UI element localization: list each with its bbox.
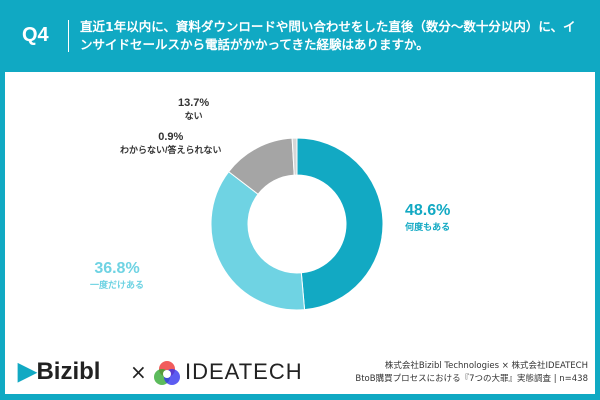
credit: 株式会社Bizibl Technologies × 株式会社IDEATECH B… <box>355 360 588 386</box>
times-sign: × <box>130 360 147 384</box>
slice-label: 何度もある <box>405 222 451 232</box>
label-slice-0: 48.6% 何度もある <box>405 202 450 233</box>
credit-line-2: BtoB購買プロセスにおける『7つの大罪』実態調査 | n=438 <box>355 374 588 384</box>
label-slice-1: 36.8% 一度だけある <box>90 260 144 291</box>
ideatech-logo-text: IDEATECH <box>185 359 303 384</box>
ideatech-logo-icon <box>154 361 180 385</box>
credit-line-1: 株式会社Bizibl Technologies × 株式会社IDEATECH <box>384 361 588 371</box>
chart-panel <box>5 72 595 394</box>
slice-3 <box>291 137 298 176</box>
question-title: 直近1年以内に、資料ダウンロードや問い合わせをした直後（数分〜数十分以内）に、イ… <box>80 19 576 52</box>
bizibl-text: Bizibl <box>36 358 101 385</box>
slice-0 <box>296 137 384 311</box>
slice-pct: 48.6% <box>405 202 451 219</box>
slice-label: わからない/答えられない <box>120 145 222 155</box>
bizibl-logo: ▶Bizibl <box>18 358 101 385</box>
slice-label: 一度だけある <box>90 280 145 290</box>
slice-pct: 13.7% <box>178 97 210 109</box>
slice-label: ない <box>184 111 203 121</box>
label-slice-2: 13.7% ない <box>178 97 209 122</box>
question-number: Q4 <box>22 24 49 46</box>
divider <box>68 20 69 52</box>
slice-pct: 36.8% <box>94 260 140 277</box>
label-slice-3: 0.9% わからない/答えられない <box>120 131 222 156</box>
slice-1 <box>210 171 306 311</box>
slice-pct: 0.9% <box>158 131 184 143</box>
